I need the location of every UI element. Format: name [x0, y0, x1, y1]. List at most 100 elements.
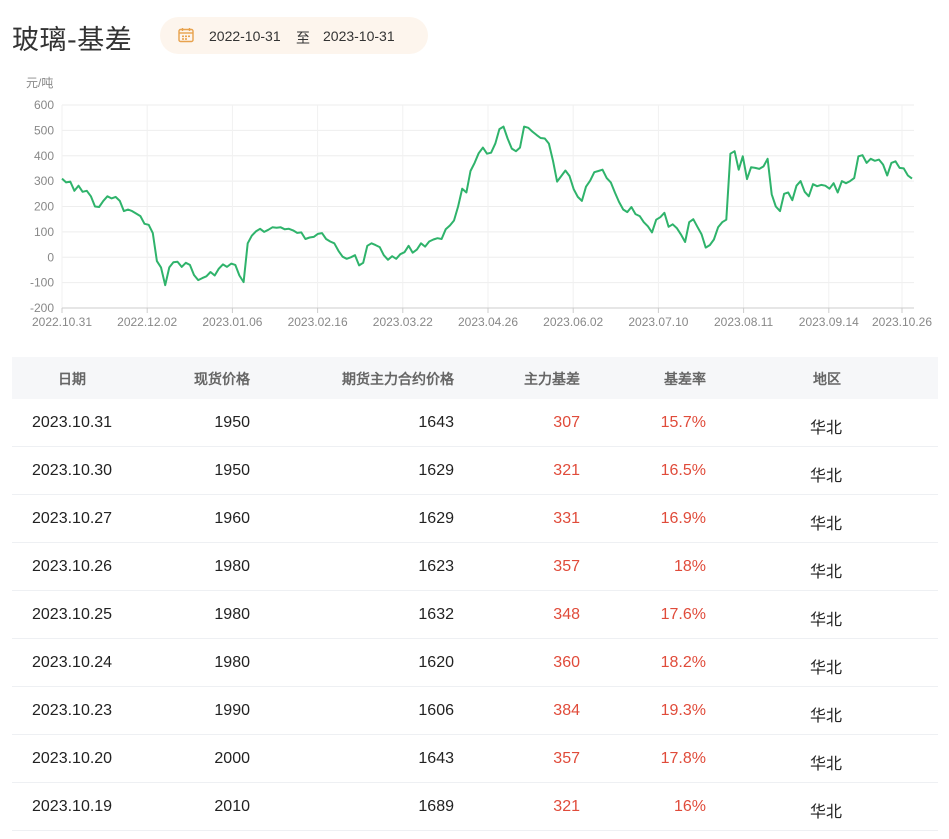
cell-region: 华北	[810, 562, 843, 581]
cell-region: 华北	[810, 418, 843, 437]
cell-basis-rate: 17.6%	[660, 606, 706, 623]
basis-table: 日期 现货价格 期货主力合约价格 主力基差 基差率 地区 2023.10.31 1…	[12, 357, 938, 831]
cell-basis: 331	[553, 510, 580, 527]
y-axis-unit-label: 元/吨	[26, 76, 53, 90]
page-title: 玻璃-基差	[12, 25, 133, 56]
x-tick-label: 2023.04.26	[458, 315, 518, 329]
x-tick-label: 2022.10.31	[32, 315, 92, 329]
cell-basis-rate: 15.7%	[660, 414, 706, 431]
header-basis: 主力基差	[524, 372, 580, 388]
cell-basis: 357	[553, 558, 580, 575]
cell-basis-rate: 18.2%	[660, 654, 706, 671]
cell-region: 华北	[810, 802, 843, 821]
cell-spot-price: 1960	[214, 510, 250, 527]
cell-futures-price: 1643	[418, 750, 454, 767]
y-tick-label: 400	[34, 149, 54, 163]
header-futures-price: 期货主力合约价格	[342, 372, 454, 388]
x-tick-label: 2023.03.22	[373, 315, 433, 329]
cell-basis: 384	[553, 702, 580, 719]
cell-region: 华北	[810, 610, 843, 629]
page-header: 玻璃-基差 2022-10-31 至 2023-10-31	[0, 0, 949, 70]
basis-chart: 元/吨 600 500 400 300 200 100 0 -100 -200 2022.10.31…	[0, 70, 949, 338]
cell-basis-rate: 19.3%	[660, 702, 706, 719]
table-row[interactable]: 2023.10.23 1990 1606 384 19.3% 华北	[12, 687, 938, 735]
table-row[interactable]: 2023.10.24 1980 1620 360 18.2% 华北	[12, 639, 938, 687]
cell-date: 2023.10.24	[32, 654, 113, 671]
cell-basis: 307	[553, 414, 580, 431]
cell-basis: 357	[553, 750, 580, 767]
x-tick-label: 2023.10.26	[872, 315, 932, 329]
start-date[interactable]: 2022-10-31	[209, 28, 281, 44]
y-tick-label: -100	[30, 276, 54, 290]
calendar-icon	[178, 28, 194, 43]
header-basis-rate: 基差率	[664, 372, 706, 388]
date-separator: 至	[296, 31, 310, 47]
cell-date: 2023.10.23	[32, 702, 113, 719]
y-tick-label: -200	[30, 301, 54, 315]
cell-date: 2023.10.20	[32, 750, 113, 767]
table-row[interactable]: 2023.10.30 1950 1629 321 16.5% 华北	[12, 447, 938, 495]
x-tick-label: 2023.06.02	[543, 315, 603, 329]
cell-region: 华北	[810, 658, 843, 677]
y-tick-label: 200	[34, 200, 54, 214]
cell-futures-price: 1629	[418, 462, 454, 479]
cell-date: 2023.10.26	[32, 558, 113, 575]
table-header: 日期 现货价格 期货主力合约价格 主力基差 基差率 地区	[12, 357, 938, 399]
cell-futures-price: 1643	[418, 414, 454, 431]
y-tick-label: 500	[34, 123, 54, 137]
series-line-basis	[61, 125, 913, 287]
cell-date: 2023.10.25	[32, 606, 113, 623]
cell-basis-rate: 18%	[673, 558, 706, 575]
cell-basis: 321	[553, 798, 580, 815]
x-tick-label: 2023.01.06	[202, 315, 262, 329]
cell-futures-price: 1632	[418, 606, 454, 623]
date-range-picker[interactable]: 2022-10-31 至 2023-10-31	[160, 17, 428, 54]
cell-futures-price: 1606	[418, 702, 454, 719]
table-row[interactable]: 2023.10.20 2000 1643 357 17.8% 华北	[12, 735, 938, 783]
cell-date: 2023.10.30	[32, 462, 113, 479]
table-row[interactable]: 2023.10.25 1980 1632 348 17.6% 华北	[12, 591, 938, 639]
header-date: 日期	[58, 372, 86, 388]
cell-basis: 321	[553, 462, 580, 479]
basis-line-chart: 元/吨 600 500 400 300 200 100 0 -100 -2002022.10.31…	[26, 76, 932, 329]
table-row[interactable]: 2023.10.19 2010 1689 321 16% 华北	[12, 783, 938, 831]
table-row[interactable]: 2023.10.26 1980 1623 357 18% 华北	[12, 543, 938, 591]
x-tick-label: 2023.02.16	[288, 315, 348, 329]
x-tick-label: 2023.08.11	[714, 315, 773, 329]
cell-spot-price: 1980	[214, 558, 250, 575]
cell-basis-rate: 16.5%	[660, 462, 706, 479]
cell-date: 2023.10.19	[32, 798, 113, 815]
cell-futures-price: 1620	[418, 654, 454, 671]
header-spot-price: 现货价格	[194, 372, 250, 388]
y-tick-label: 0	[47, 250, 54, 264]
cell-region: 华北	[810, 466, 843, 485]
cell-spot-price: 1950	[214, 462, 250, 479]
cell-spot-price: 1980	[214, 654, 250, 671]
cell-basis-rate: 17.8%	[660, 750, 706, 767]
x-tick-label: 2022.12.02	[117, 315, 177, 329]
table-row[interactable]: 2023.10.27 1960 1629 331 16.9% 华北	[12, 495, 938, 543]
cell-basis: 360	[553, 654, 580, 671]
cell-spot-price: 2000	[214, 750, 250, 767]
table-row[interactable]: 2023.10.31 1950 1643 307 15.7% 华北	[12, 399, 938, 447]
x-tick-label: 2023.09.14	[799, 315, 859, 329]
header-region: 地区	[813, 372, 841, 388]
cell-futures-price: 1629	[418, 510, 454, 527]
cell-spot-price: 1990	[214, 702, 250, 719]
cell-basis-rate: 16%	[673, 798, 706, 815]
cell-spot-price: 1980	[214, 606, 250, 623]
cell-date: 2023.10.31	[32, 414, 113, 431]
cell-date: 2023.10.27	[32, 510, 113, 527]
cell-futures-price: 1689	[418, 798, 454, 815]
cell-region: 华北	[810, 514, 843, 533]
cell-region: 华北	[810, 754, 843, 773]
y-tick-label: 300	[34, 174, 54, 188]
y-tick-label: 600	[34, 98, 54, 112]
cell-basis-rate: 16.9%	[660, 510, 706, 527]
y-tick-label: 100	[34, 225, 54, 239]
end-date[interactable]: 2023-10-31	[323, 28, 395, 44]
cell-basis: 348	[553, 606, 580, 623]
x-tick-label: 2023.07.10	[628, 315, 688, 329]
cell-futures-price: 1623	[418, 558, 454, 575]
table-body: 2023.10.31 1950 1643 307 15.7% 华北 2023.10.30 19…	[12, 399, 938, 831]
